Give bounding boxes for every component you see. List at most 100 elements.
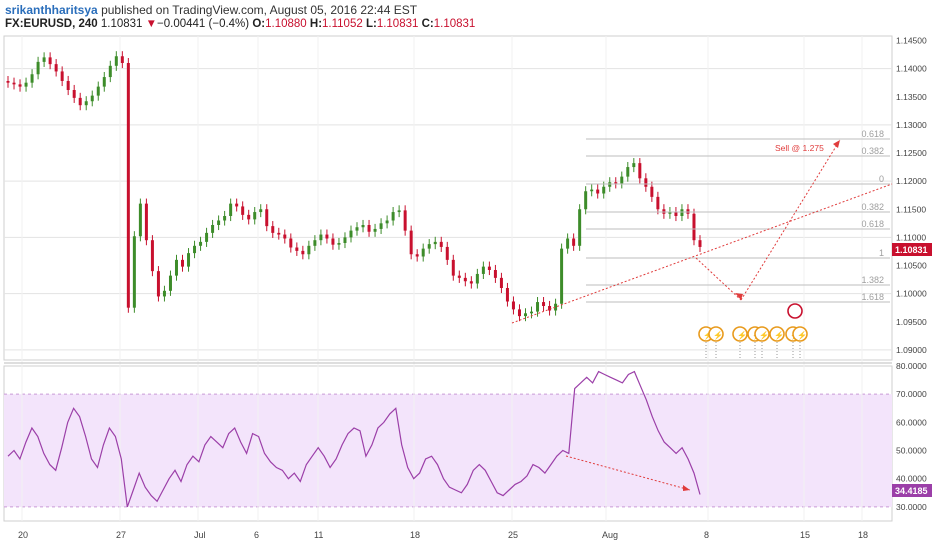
fib-level-label: 0.618 — [861, 129, 884, 139]
candle-body — [265, 209, 269, 227]
fib-level-label: 0.382 — [861, 202, 884, 212]
candle-body — [24, 82, 28, 87]
candle-body — [289, 238, 293, 248]
time-axis-tick: 15 — [800, 530, 810, 540]
fib-level-label: 0.618 — [861, 219, 884, 229]
trend-line[interactable] — [740, 139, 841, 301]
candle-body — [644, 178, 648, 187]
candle-body — [517, 309, 521, 317]
price-axis-tick: 1.12000 — [896, 176, 927, 186]
candle-body — [668, 212, 672, 214]
price-axis-tick: 1.10500 — [896, 261, 927, 271]
candle-body — [427, 244, 431, 249]
event-badge-icon[interactable] — [787, 303, 803, 319]
candle-body — [698, 240, 702, 247]
candle-body — [391, 212, 395, 221]
published-text: published on TradingView.com, August 05,… — [101, 3, 418, 17]
candle-body — [96, 86, 100, 96]
candle-body — [307, 245, 311, 255]
candle-body — [656, 196, 660, 210]
trend-line[interactable] — [511, 183, 893, 324]
candle-body — [403, 210, 407, 231]
candle-body — [445, 246, 449, 260]
high-value: 1.11052 — [322, 18, 363, 30]
candle-body — [223, 216, 227, 221]
price-axis-tick: 1.14000 — [896, 64, 927, 74]
candle-body — [373, 228, 377, 232]
arrow-head-right-icon — [683, 485, 690, 491]
candle-body — [108, 65, 112, 78]
candle-body — [60, 71, 64, 81]
candle-body — [650, 186, 654, 197]
candle-body — [349, 230, 353, 238]
candle-body — [367, 225, 371, 232]
event-badge-icon[interactable] — [769, 326, 785, 342]
candle-body — [187, 253, 191, 267]
candle-body — [181, 259, 185, 267]
candle-body — [355, 227, 359, 231]
fib-level-label: 0.382 — [861, 146, 884, 156]
low-label: L: — [365, 18, 377, 30]
candle-body — [319, 234, 323, 241]
price-pane-frame — [3, 35, 893, 361]
candle-body — [247, 214, 251, 220]
candle-body — [415, 254, 419, 257]
time-axis-tick: Jul — [194, 530, 206, 540]
candle-body — [283, 234, 287, 239]
low-value: 1.10831 — [376, 18, 419, 30]
time-axis-tick: 27 — [116, 530, 126, 540]
candle-body — [162, 290, 166, 297]
event-badge-glyph: ⚡ — [797, 330, 807, 340]
sell-annotation: Sell @ 1.275 — [775, 143, 824, 153]
candle-body — [241, 206, 245, 215]
candle-body — [451, 259, 455, 276]
candle-body — [48, 57, 52, 65]
candle-body — [379, 223, 383, 229]
candle-body — [72, 90, 76, 98]
candle-body — [499, 277, 503, 288]
candle-body — [18, 84, 22, 87]
event-badge-icon[interactable] — [792, 326, 808, 342]
candle-body — [361, 225, 365, 228]
candle-body — [523, 313, 527, 317]
candle-body — [337, 243, 341, 245]
rsi-axis-tick: 30.0000 — [896, 502, 927, 512]
last-price: 1.10831 — [100, 18, 143, 30]
candle-body — [566, 238, 570, 249]
candle-body — [114, 56, 118, 66]
candle-body — [54, 64, 58, 72]
candle-body — [36, 61, 40, 75]
author-link[interactable]: srikanthharitsya — [5, 3, 98, 17]
time-axis-tick: 11 — [314, 530, 323, 540]
candle-body — [626, 167, 630, 177]
candle-body — [120, 56, 124, 63]
symbol-label[interactable]: FX:EURUSD, 240 — [5, 18, 98, 30]
candle-body — [301, 250, 305, 255]
event-badge-icon[interactable] — [754, 326, 770, 342]
publish-line: srikanthharitsya published on TradingVie… — [5, 3, 417, 17]
candle-body — [343, 237, 347, 243]
candle-body — [397, 210, 401, 213]
candle-body — [138, 203, 142, 237]
high-label: H: — [309, 18, 323, 30]
candle-body — [493, 270, 497, 278]
rsi-axis-tick: 50.0000 — [896, 446, 927, 456]
candle-body — [235, 203, 239, 207]
candle-body — [578, 209, 582, 246]
candle-body — [84, 101, 88, 106]
candle-body — [614, 182, 618, 184]
event-badge-icon[interactable] — [732, 326, 748, 342]
event-badge-icon[interactable] — [708, 326, 724, 342]
candle-body — [680, 209, 684, 216]
candle-body — [42, 57, 46, 62]
time-axis-tick: 8 — [704, 530, 709, 540]
open-label: O: — [252, 18, 266, 30]
candle-body — [78, 97, 82, 106]
down-arrow-icon: ▼ — [145, 18, 158, 30]
candle-body — [548, 306, 552, 311]
price-change: −0.00441 (−0.4%) — [157, 18, 250, 30]
rsi-divergence-line[interactable] — [565, 455, 691, 491]
candle-body — [90, 95, 94, 102]
event-badge-glyph: ⚡ — [703, 330, 713, 340]
